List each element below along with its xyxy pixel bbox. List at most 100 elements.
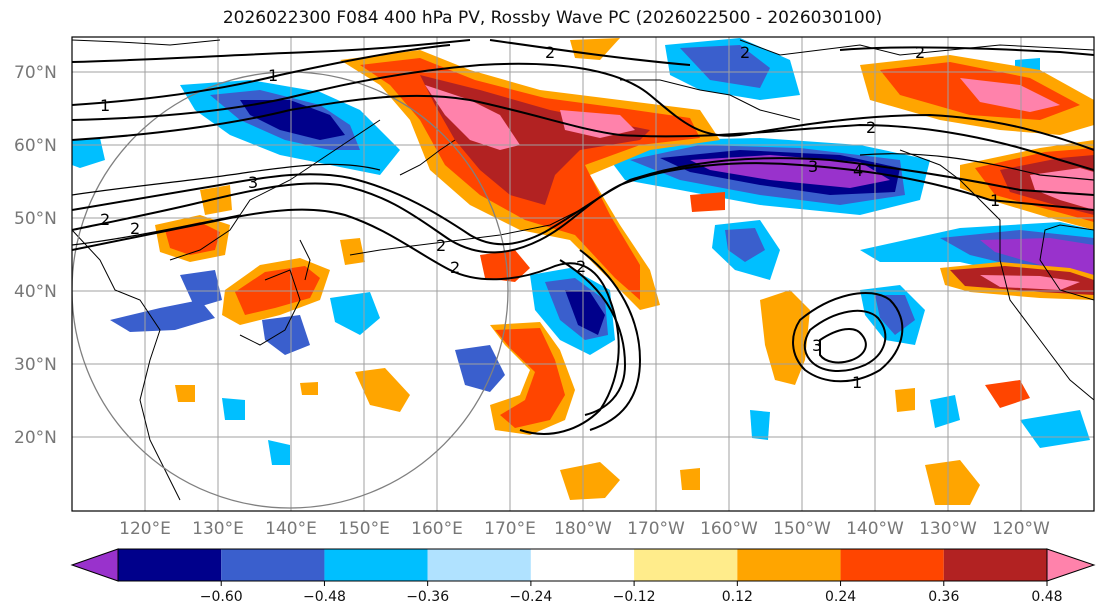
colorbar-segment bbox=[840, 549, 944, 581]
pv-contour bbox=[489, 39, 691, 66]
contour-label: 2 bbox=[576, 257, 586, 276]
gridlines bbox=[72, 37, 1094, 511]
positive-anomaly bbox=[355, 368, 410, 412]
contour-label: 3 bbox=[812, 336, 822, 355]
pv-contour bbox=[72, 208, 620, 435]
positive-anomaly bbox=[895, 388, 915, 412]
pv-contour bbox=[859, 153, 1094, 181]
positive-anomaly bbox=[560, 462, 620, 500]
lat-label: 60°N bbox=[14, 136, 57, 156]
colorbar-tick-label: −0.12 bbox=[613, 589, 656, 604]
negative-anomaly bbox=[680, 45, 770, 88]
pv-contour bbox=[839, 46, 1094, 56]
pv-contour bbox=[559, 259, 627, 416]
negative-anomaly bbox=[330, 292, 380, 335]
pv-contour bbox=[579, 249, 642, 431]
lat-label: 30°N bbox=[14, 355, 57, 375]
contour-label: 2 bbox=[436, 236, 446, 255]
coastline bbox=[72, 229, 181, 501]
pv-contours bbox=[72, 39, 1094, 435]
positive-anomaly bbox=[690, 192, 725, 212]
pv-contour bbox=[72, 39, 471, 63]
lon-label: 160°E bbox=[411, 519, 463, 539]
positive-anomaly bbox=[425, 85, 520, 150]
contour-label: 3 bbox=[808, 157, 818, 176]
negative-anomaly bbox=[180, 270, 222, 308]
colorbar-segment bbox=[221, 549, 325, 581]
lon-label: 160°W bbox=[700, 519, 758, 539]
contour-label: 1 bbox=[100, 96, 110, 115]
positive-anomaly bbox=[340, 238, 365, 265]
coastlines bbox=[72, 39, 1094, 501]
colorbar-segment bbox=[737, 549, 841, 581]
colorbar-tick-label: 0.36 bbox=[928, 589, 959, 604]
contour-label: 2 bbox=[740, 43, 750, 62]
contour-label: 2 bbox=[130, 219, 140, 238]
colorbar-segment bbox=[530, 549, 635, 581]
lat-label: 50°N bbox=[14, 209, 57, 229]
map-plot-area: 1 2 1 3 2 2 2 2 2 2 3 4 2 1 2 3 1 bbox=[72, 37, 1094, 511]
positive-anomaly bbox=[165, 222, 220, 255]
pv-contour bbox=[72, 163, 381, 196]
colorbar-tick-label: −0.48 bbox=[303, 589, 346, 604]
colorbar-tick-label: −0.24 bbox=[509, 589, 552, 604]
negative-anomaly bbox=[875, 295, 915, 335]
positive-anomaly bbox=[960, 78, 1060, 112]
contour-label: 2 bbox=[545, 43, 555, 62]
positive-anomaly bbox=[925, 460, 980, 505]
contour-label: 1 bbox=[268, 66, 278, 85]
positive-anomaly bbox=[560, 110, 635, 138]
coastline bbox=[620, 79, 801, 121]
longitude-labels: 120°E 130°E 140°E 150°E 160°E 170°E 180°… bbox=[119, 519, 1050, 539]
contour-labels: 1 2 1 3 2 2 2 2 2 2 3 4 2 1 2 3 1 bbox=[100, 43, 1000, 392]
colorbar-tick-label: 0.24 bbox=[825, 589, 856, 604]
colorbar-tick-label: −0.60 bbox=[200, 589, 243, 604]
lat-label: 20°N bbox=[14, 428, 57, 448]
contour-label: 4 bbox=[853, 161, 863, 180]
lon-label: 150°W bbox=[773, 519, 831, 539]
lon-label: 140°E bbox=[265, 519, 317, 539]
pv-contour bbox=[72, 62, 1094, 151]
latitude-labels: 70°N 60°N 50°N 40°N 30°N 20°N bbox=[14, 63, 57, 448]
negative-anomaly bbox=[110, 300, 215, 332]
lon-label: 180°W bbox=[554, 519, 612, 539]
positive-anomaly bbox=[680, 468, 700, 490]
colorbar-outline bbox=[117, 548, 1048, 582]
contour-label: 1 bbox=[852, 373, 862, 392]
colorbar-segment bbox=[324, 549, 428, 581]
lon-label: 170°E bbox=[484, 519, 536, 539]
negative-anomaly bbox=[1020, 410, 1090, 448]
colorbar-extend-low bbox=[70, 548, 119, 582]
map-title: 2026022300 F084 400 hPa PV, Rossby Wave … bbox=[222, 8, 883, 28]
lat-label: 70°N bbox=[14, 63, 57, 83]
positive-anomaly bbox=[200, 185, 232, 215]
positive-anomaly bbox=[495, 328, 565, 428]
pv-contour bbox=[72, 214, 241, 246]
coastline bbox=[899, 149, 1094, 401]
colorbar-segment bbox=[118, 549, 222, 581]
coastline bbox=[169, 119, 381, 261]
colorbar-tick-label: 0.48 bbox=[1031, 589, 1062, 604]
pv-contours-thin bbox=[72, 153, 1094, 246]
negative-anomaly bbox=[222, 398, 245, 420]
pv-contour bbox=[792, 292, 904, 383]
contour-label: 2 bbox=[450, 258, 460, 277]
negative-anomaly bbox=[240, 100, 345, 140]
negative-anomaly bbox=[930, 395, 960, 428]
negative-anomaly bbox=[725, 228, 765, 262]
coastline bbox=[1039, 224, 1094, 301]
colorbar-segment bbox=[427, 549, 531, 581]
negative-anomaly bbox=[268, 440, 290, 465]
pv-contour bbox=[803, 309, 887, 372]
negative-anomaly bbox=[565, 290, 605, 335]
colorbar-segment bbox=[943, 549, 1047, 581]
negative-anomaly bbox=[455, 345, 505, 392]
colorbar-extend-high bbox=[1046, 548, 1096, 582]
coastline bbox=[399, 139, 456, 176]
colorbar: −0.60 −0.48 −0.36 −0.24 −0.12 0.12 0.24 0.36 0.4… bbox=[70, 548, 1096, 604]
lon-label: 170°W bbox=[627, 519, 685, 539]
pv-contour bbox=[72, 157, 1094, 246]
coastline bbox=[72, 39, 221, 46]
colorbar-tick-label: −0.36 bbox=[406, 589, 449, 604]
